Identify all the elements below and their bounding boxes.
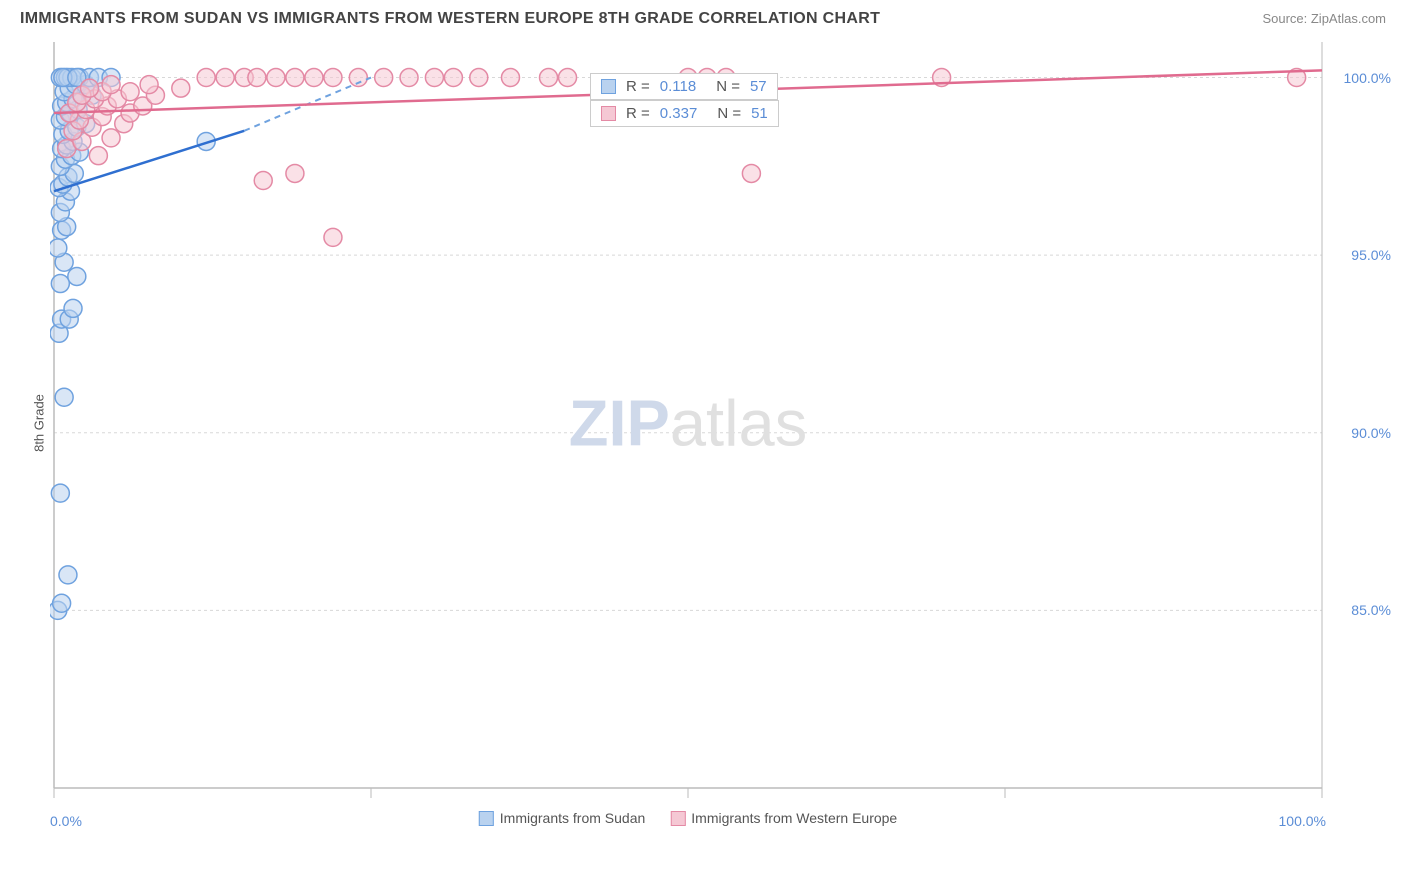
x-tick-min: 0.0% [50, 813, 82, 829]
legend-label-weurope: Immigrants from Western Europe [691, 810, 897, 826]
y-tick-label: 100.0% [1344, 70, 1391, 86]
source-label: Source: ZipAtlas.com [1262, 11, 1386, 26]
bottom-legend: Immigrants from Sudan Immigrants from We… [479, 810, 897, 826]
header: IMMIGRANTS FROM SUDAN VS IMMIGRANTS FROM… [0, 0, 1406, 33]
y-tick-label: 90.0% [1351, 425, 1391, 441]
chart-area: 8th Grade ZIPatlas 85.0%90.0%95.0%100.0%… [50, 38, 1326, 808]
stat-N-label: N = [717, 105, 741, 122]
x-axis-area: 0.0% Immigrants from Sudan Immigrants fr… [50, 808, 1326, 838]
stat-R-value: 0.337 [660, 105, 698, 122]
stat-R-label: R = [626, 105, 650, 122]
legend-square-icon [670, 811, 685, 826]
legend-item-weurope: Immigrants from Western Europe [670, 810, 897, 826]
scatter-plot-svg [50, 38, 1326, 808]
stat-R-value: 0.118 [660, 78, 696, 95]
stat-square-icon [601, 106, 616, 121]
stat-box-weurope: R = 0.337 N = 51 [590, 100, 779, 127]
y-axis-label: 8th Grade [31, 394, 46, 452]
stat-R-label: R = [626, 78, 650, 95]
legend-item-sudan: Immigrants from Sudan [479, 810, 646, 826]
stat-box-sudan: R = 0.118 N = 57 [590, 73, 778, 100]
legend-square-icon [479, 811, 494, 826]
stat-N-value: 57 [750, 78, 767, 95]
legend-label-sudan: Immigrants from Sudan [500, 810, 646, 826]
stat-square-icon [601, 79, 616, 94]
x-tick-max: 100.0% [1279, 813, 1326, 829]
stat-N-label: N = [716, 78, 740, 95]
y-tick-label: 95.0% [1351, 247, 1391, 263]
y-tick-label: 85.0% [1351, 602, 1391, 618]
stat-N-value: 51 [751, 105, 768, 122]
chart-title: IMMIGRANTS FROM SUDAN VS IMMIGRANTS FROM… [20, 10, 880, 28]
